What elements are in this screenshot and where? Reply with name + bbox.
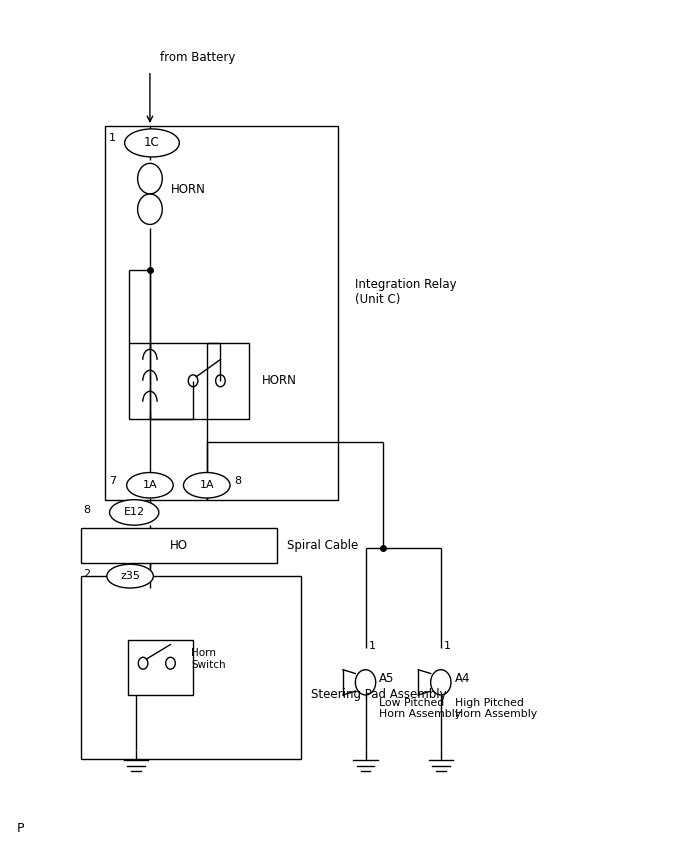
- Text: A5: A5: [380, 671, 395, 685]
- Text: Horn
Switch: Horn Switch: [191, 648, 226, 669]
- Bar: [106, 126, 338, 499]
- Text: High Pitched
Horn Assembly: High Pitched Horn Assembly: [455, 698, 537, 719]
- Text: 8: 8: [83, 505, 90, 515]
- Text: from Battery: from Battery: [160, 51, 235, 64]
- Bar: [81, 528, 277, 563]
- Text: z35: z35: [120, 571, 140, 581]
- Text: 1: 1: [444, 641, 451, 651]
- Ellipse shape: [125, 129, 179, 157]
- Text: Steering Pad Assembly: Steering Pad Assembly: [310, 688, 446, 701]
- Text: 7: 7: [109, 476, 116, 486]
- Text: 2: 2: [83, 569, 90, 579]
- Text: P: P: [17, 823, 24, 835]
- Text: 8: 8: [234, 476, 242, 486]
- Bar: [130, 343, 249, 419]
- Text: 1A: 1A: [199, 481, 214, 490]
- Bar: [81, 576, 301, 758]
- Ellipse shape: [184, 473, 230, 498]
- Ellipse shape: [107, 564, 153, 588]
- Text: Spiral Cable: Spiral Cable: [287, 539, 358, 552]
- Text: HORN: HORN: [262, 374, 297, 387]
- Text: A4: A4: [455, 671, 470, 685]
- Bar: [128, 640, 193, 695]
- Text: 1: 1: [369, 641, 376, 651]
- Text: HORN: HORN: [170, 183, 206, 196]
- Text: Low Pitched
Horn Assembly: Low Pitched Horn Assembly: [380, 698, 462, 719]
- Text: Integration Relay
(Unit C): Integration Relay (Unit C): [355, 278, 457, 305]
- Text: HO: HO: [170, 539, 188, 552]
- Text: 1: 1: [109, 133, 116, 143]
- Text: 1A: 1A: [143, 481, 157, 490]
- Ellipse shape: [127, 473, 173, 498]
- Text: 1C: 1C: [144, 137, 160, 150]
- Text: E12: E12: [124, 508, 145, 517]
- Ellipse shape: [110, 499, 159, 525]
